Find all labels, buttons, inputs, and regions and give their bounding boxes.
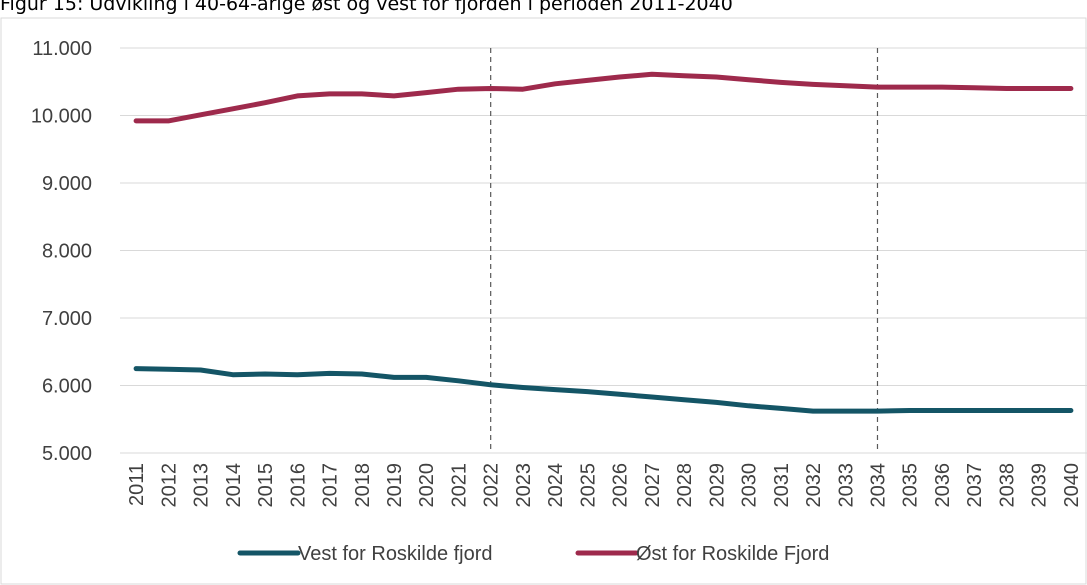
x-tick-label: 2022 <box>481 463 503 508</box>
y-tick-label: 9.000 <box>42 173 92 195</box>
series-line-ost <box>133 71 1074 124</box>
x-tick-label: 2026 <box>610 463 632 508</box>
x-tick-label: 2015 <box>255 463 277 508</box>
figure-caption: Figur 15: Udvikling i 40-64-årige øst og… <box>0 0 733 15</box>
x-tick-label: 2025 <box>577 463 599 508</box>
x-tick-label: 2027 <box>642 463 664 508</box>
x-tick-label: 2032 <box>803 463 825 508</box>
x-tick-label: 2017 <box>320 463 342 508</box>
legend-label-vest: Vest for Roskilde fjord <box>298 543 493 565</box>
x-tick-label: 2038 <box>996 463 1018 508</box>
x-tick-label: 2016 <box>287 463 309 508</box>
x-axis: 2011 2012 2013 2014 2015 2016 2017 2018 2019 2020… <box>120 452 1087 508</box>
x-tick-label: 2036 <box>932 463 954 508</box>
y-tick-label: 5.000 <box>42 443 92 465</box>
x-tick-label: 2023 <box>513 463 535 508</box>
x-tick-label: 2013 <box>191 463 213 508</box>
x-tick-label: 2029 <box>706 463 728 508</box>
y-tick-label: 8.000 <box>42 241 92 263</box>
x-tick-label: 2012 <box>158 463 180 508</box>
x-tick-label: 2019 <box>384 463 406 508</box>
x-tick-label: 2035 <box>900 463 922 508</box>
x-tick-label: 2039 <box>1029 463 1051 508</box>
x-tick-label: 2034 <box>867 463 889 508</box>
x-tick-label: 2011 <box>126 463 148 506</box>
y-tick-label: 10.000 <box>31 106 92 128</box>
x-tick-label: 2021 <box>448 463 470 508</box>
legend: Vest for Roskilde fjord Øst for Roskilde … <box>237 543 829 565</box>
legend-label-ost: Øst for Roskilde Fjord <box>636 543 829 565</box>
y-axis-ticks: 5.000 6.000 7.000 8.000 9.000 10.000 11.000 <box>31 38 92 465</box>
y-tick-label: 7.000 <box>42 308 92 330</box>
series-line-vest <box>133 366 1074 414</box>
x-tick-label: 2028 <box>674 463 696 508</box>
x-tick-label: 2020 <box>416 463 438 508</box>
x-tick-label: 2040 <box>1061 463 1083 508</box>
x-tick-label: 2031 <box>771 463 793 508</box>
chart-border <box>0 17 1087 585</box>
x-tick-label: 2037 <box>964 463 986 508</box>
x-tick-label: 2014 <box>223 463 245 508</box>
x-tick-label: 2033 <box>835 463 857 508</box>
x-tick-label: 2024 <box>545 463 567 508</box>
y-tick-label: 11.000 <box>32 38 92 60</box>
x-tick-label: 2030 <box>739 463 761 508</box>
y-tick-label: 6.000 <box>42 376 92 398</box>
x-tick-label: 2018 <box>352 463 374 508</box>
series-lines <box>133 71 1074 414</box>
